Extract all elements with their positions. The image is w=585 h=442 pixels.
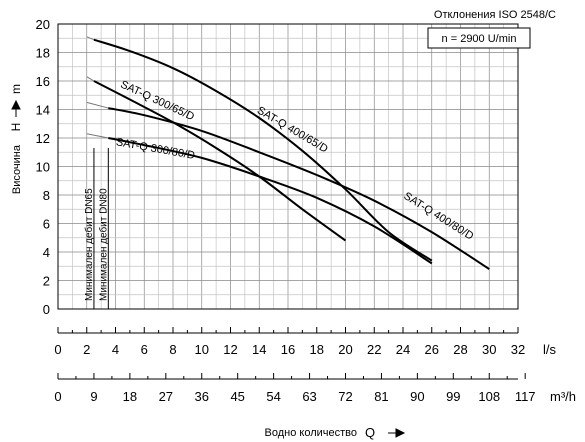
x-unit-m3h: m³/h [550,389,576,404]
grid [57,23,519,310]
x-axis-label: Водно количество [265,427,357,439]
y-tick-label: 8 [43,188,50,203]
x2-tick-label: 9 [90,389,97,404]
series-line [108,107,490,270]
x2-tick-label: 117 [515,389,536,404]
x-axis-arrow-icon [388,428,406,438]
x-tick-label: 32 [511,342,525,357]
x-axis-symbol: Q [365,425,375,440]
x2-tick-label: 0 [54,389,61,404]
x-tick-label: 22 [367,342,381,357]
y-tick-label: 20 [36,17,50,32]
x2-tick-label: 27 [159,389,173,404]
y-tick-label: 18 [36,46,50,61]
x-tick-label: 4 [112,342,119,357]
x-tick-label: 0 [54,342,61,357]
y-tick-labels: 0 2 4 6 8 10 12 14 16 18 20 [36,17,50,317]
y-tick-label: 2 [43,274,50,289]
x-tick-label: 2 [83,342,90,357]
x-tick-label: 6 [141,342,148,357]
y-tick-label: 4 [43,245,50,260]
x-axis-ls: 0 2 4 6 8 10 12 14 16 18 20 22 24 26 28 30 32 [54,327,525,357]
x2-tick-label: 45 [230,389,244,404]
series-line [93,80,347,242]
x2-tick-label: 18 [123,389,137,404]
series-line [93,38,433,262]
y-tick-label: 10 [36,160,50,175]
x-tick-label: 24 [396,342,410,357]
series-line [108,137,433,265]
y-tick-label: 14 [36,103,50,118]
x2-tick-label: 108 [478,389,500,404]
y-axis-unit: m [9,84,23,94]
x2-tick-label: 72 [338,389,352,404]
chart-header: Отклонения ISO 2548/C [434,9,556,21]
y-axis-label: Височина [11,144,23,194]
y-axis-symbol: H [9,123,23,132]
series-lead-line [86,76,95,82]
x-tick-label: 28 [453,342,467,357]
x-tick-label: 16 [281,342,295,357]
x2-tick-label: 81 [374,389,388,404]
speed-label: n = 2900 U/min [442,33,517,45]
y-tick-label: 12 [36,131,50,146]
x-tick-label: 8 [169,342,176,357]
min-flow-label: Минимален дебит DN80 [97,188,109,301]
y-tick-label: 0 [43,302,50,317]
x-tick-label: 18 [310,342,324,357]
x-tick-label: 20 [338,342,352,357]
min-flow-label: Минимален дебит DN65 [83,188,95,301]
x-tick-label: 30 [482,342,496,357]
x-tick-label: 10 [195,342,209,357]
x2-tick-label: 36 [195,389,209,404]
speed-box [427,27,531,49]
x2-tick-label: 63 [302,389,316,404]
x-tick-label: 26 [425,342,439,357]
series-label: SAT-Q 400/80/D [401,190,475,243]
x-unit-ls: l/s [543,342,557,357]
x-axis-title: Водно количество Q [265,425,406,440]
min-flow-lines: Минимален дебит DN65 Минимален дебит DN80 [83,147,109,309]
x2-tick-label: 99 [446,389,460,404]
y-axis-title: Височина H m [9,84,23,194]
x2-tick-label: 90 [410,389,424,404]
series-lead-line [86,133,109,139]
x-tick-label: 14 [252,342,266,357]
y-tick-label: 6 [43,217,50,232]
y-tick-label: 16 [36,74,50,89]
series-label: SAT-Q 400/65/D [255,105,330,156]
x2-tick-label: 54 [266,389,280,404]
plot-frame [57,23,519,310]
y-axis-arrow-icon [11,99,21,117]
series-lead-line [86,101,109,109]
x-axis-m3h: 0 9 18 27 36 45 54 63 72 81 90 99 108 117 [54,373,536,404]
x-tick-label: 12 [223,342,237,357]
series-lead-line [86,36,95,41]
series-label: SAT-Q 300/80/D [115,136,196,162]
